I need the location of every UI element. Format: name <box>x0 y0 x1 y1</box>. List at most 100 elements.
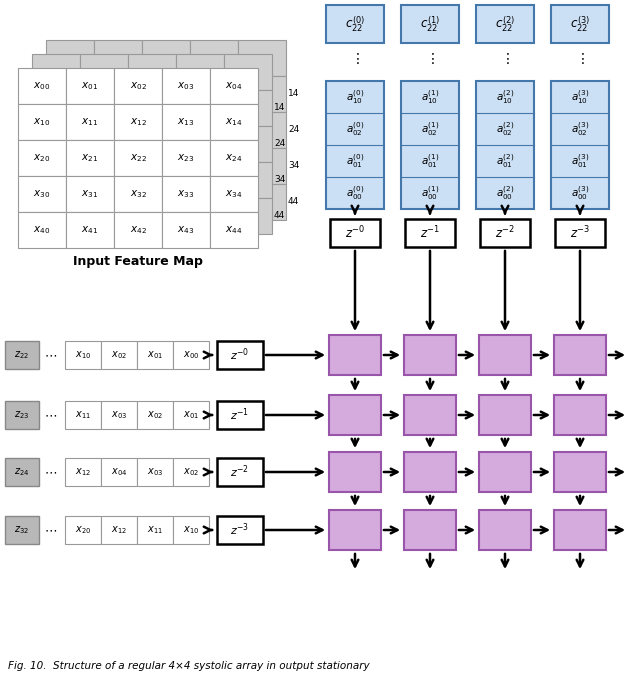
Text: $x_{30}$: $x_{30}$ <box>33 188 51 200</box>
Text: $x_{24}$: $x_{24}$ <box>225 152 243 164</box>
Bar <box>66 212 114 248</box>
Text: $\cdots$: $\cdots$ <box>44 466 58 479</box>
Bar <box>101 516 137 544</box>
Text: $x_{10}$: $x_{10}$ <box>33 116 51 128</box>
Text: $x_{23}$: $x_{23}$ <box>177 152 195 164</box>
Text: $a_{00}^{(0)}$: $a_{00}^{(0)}$ <box>346 184 364 202</box>
Bar <box>480 219 530 247</box>
Bar <box>162 212 210 248</box>
Bar <box>101 401 137 429</box>
Text: $x_{10}$: $x_{10}$ <box>183 524 199 536</box>
Text: $z^{-3}$: $z^{-3}$ <box>230 522 250 538</box>
Bar <box>217 341 263 369</box>
Text: $x_{11}$: $x_{11}$ <box>75 409 91 421</box>
Bar <box>18 176 66 212</box>
Bar <box>80 162 128 198</box>
Text: $z_{01}$: $z_{01}$ <box>111 52 125 64</box>
Bar <box>404 510 456 550</box>
Text: $x_{11}$: $x_{11}$ <box>147 524 163 536</box>
Bar <box>176 90 224 126</box>
Text: $x_{40}$: $x_{40}$ <box>33 224 51 236</box>
Bar <box>479 395 531 435</box>
Bar <box>101 458 137 486</box>
Bar <box>94 184 142 220</box>
Bar <box>65 458 101 486</box>
Text: $y_{02}$: $y_{02}$ <box>144 66 160 78</box>
Bar <box>176 126 224 162</box>
Bar <box>46 148 94 184</box>
Bar <box>114 212 162 248</box>
Bar <box>210 212 258 248</box>
Text: $c_{22}^{(0)}$: $c_{22}^{(0)}$ <box>345 14 365 34</box>
Bar <box>173 516 209 544</box>
Text: $x_{44}$: $x_{44}$ <box>225 224 243 236</box>
Bar <box>176 54 224 90</box>
Bar <box>162 68 210 104</box>
Bar <box>66 140 114 176</box>
Text: $x_{02}$: $x_{02}$ <box>147 409 163 421</box>
Bar <box>173 401 209 429</box>
Bar <box>142 112 190 148</box>
Bar <box>18 140 66 176</box>
Bar <box>80 90 128 126</box>
Text: $x_{20}$: $x_{20}$ <box>33 152 51 164</box>
Bar <box>224 198 272 234</box>
Bar <box>210 68 258 104</box>
Bar <box>210 176 258 212</box>
Text: $a_{02}^{(2)}$: $a_{02}^{(2)}$ <box>496 120 515 138</box>
Text: $z_{04}$: $z_{04}$ <box>254 52 269 64</box>
Bar <box>238 184 286 220</box>
Bar <box>80 198 128 234</box>
Bar <box>190 148 238 184</box>
Bar <box>5 458 39 486</box>
Text: $z_{24}$: $z_{24}$ <box>14 466 29 478</box>
Bar <box>94 112 142 148</box>
Text: 44: 44 <box>288 197 300 206</box>
Text: 34: 34 <box>288 162 300 170</box>
Bar <box>329 395 381 435</box>
Text: $y_{00}$: $y_{00}$ <box>48 66 64 78</box>
Bar <box>476 5 534 43</box>
Text: $x_{02}$: $x_{02}$ <box>129 80 147 92</box>
Bar <box>210 104 258 140</box>
Bar <box>128 126 176 162</box>
Bar <box>404 335 456 375</box>
Text: $x_{34}$: $x_{34}$ <box>225 188 243 200</box>
Text: $y_{03}$: $y_{03}$ <box>192 66 208 78</box>
Text: $x_{21}$: $x_{21}$ <box>81 152 99 164</box>
Bar <box>329 452 381 492</box>
Bar <box>137 401 173 429</box>
Bar <box>224 126 272 162</box>
Bar <box>401 5 459 43</box>
Bar <box>94 40 142 76</box>
Bar <box>551 5 609 43</box>
Bar <box>326 81 384 209</box>
Bar <box>190 112 238 148</box>
Text: $x_{02}$: $x_{02}$ <box>183 466 199 478</box>
Bar <box>5 341 39 369</box>
Bar <box>142 184 190 220</box>
Bar <box>80 54 128 90</box>
Text: $z_{00}$: $z_{00}$ <box>62 52 77 64</box>
Bar <box>405 219 455 247</box>
Text: $x_{04}$: $x_{04}$ <box>111 466 127 478</box>
Text: $z^{-0}$: $z^{-0}$ <box>345 224 365 241</box>
Bar <box>46 112 94 148</box>
Bar <box>65 341 101 369</box>
Bar <box>18 104 66 140</box>
Bar <box>5 516 39 544</box>
Text: $y_{01}$: $y_{01}$ <box>96 66 112 78</box>
Text: $\cdots$: $\cdots$ <box>44 408 58 422</box>
Bar <box>114 176 162 212</box>
Bar <box>224 90 272 126</box>
Text: $\cdots$: $\cdots$ <box>44 523 58 537</box>
Bar <box>190 40 238 76</box>
Text: $z^{-2}$: $z^{-2}$ <box>230 464 250 481</box>
Bar <box>224 162 272 198</box>
Text: $c_{22}^{(3)}$: $c_{22}^{(3)}$ <box>570 14 590 34</box>
Text: $a_{00}^{(2)}$: $a_{00}^{(2)}$ <box>496 184 515 202</box>
Text: $x_{04}$: $x_{04}$ <box>225 80 243 92</box>
Bar <box>94 76 142 112</box>
Text: $a_{10}^{(2)}$: $a_{10}^{(2)}$ <box>496 88 515 106</box>
Text: $z_{02}$: $z_{02}$ <box>159 52 173 64</box>
